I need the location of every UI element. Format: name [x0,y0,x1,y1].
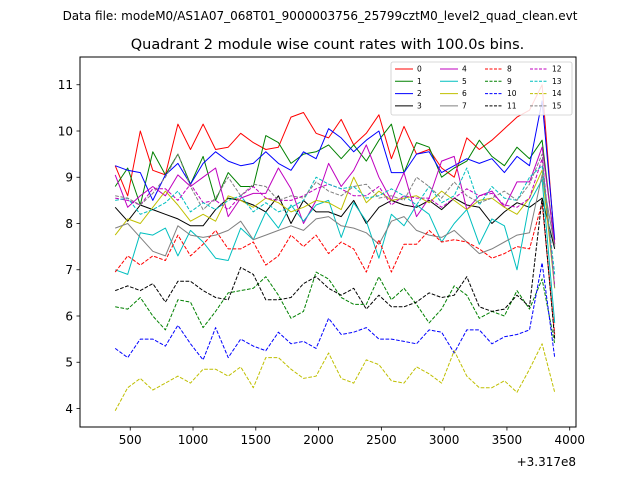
series-layer [114,84,556,412]
series-line-15 [115,153,556,289]
x-tick-label: 500 [119,433,142,447]
y-tick-label: 6 [65,309,73,323]
axes-background [80,57,576,427]
series-line-3 [114,195,556,250]
legend-label-15: 15 [552,102,562,111]
series-line-1 [114,123,556,247]
series-line-7 [115,174,556,257]
x-tick-label: 3500 [492,433,523,447]
legend-label-7: 7 [462,102,467,111]
x-tick-label: 2500 [366,433,397,447]
series-line-9 [115,271,556,344]
legend-label-8: 8 [507,65,512,74]
legend-label-9: 9 [507,77,512,86]
legend-label-3: 3 [417,102,422,111]
x-tick-label: 1500 [241,433,272,447]
legend-label-6: 6 [462,89,467,98]
legend-label-5: 5 [462,77,467,86]
series-line-0 [114,84,556,245]
y-tick-label: 4 [65,402,73,416]
plot-area [79,56,577,428]
legend-frame [390,61,573,116]
y-tick-label: 11 [58,78,73,92]
legend-label-14: 14 [552,89,562,98]
legend-label-10: 10 [507,89,517,98]
y-tick-label: 10 [58,124,73,138]
x-tick-label: 2000 [303,433,334,447]
x-axis: 500 1000 1500 2000 2500 3000 3500 4000 [119,427,585,447]
legend-label-12: 12 [552,65,562,74]
x-tick-label: 4000 [554,433,585,447]
legend-label-13: 13 [552,77,562,86]
legend-label-1: 1 [417,77,422,86]
series-line-14 [114,343,556,412]
x-axis-offset-label: +3.317e8 [517,455,576,469]
chart-title: Quadrant 2 module wise count rates with … [131,37,525,53]
y-tick-label: 9 [65,171,73,185]
series-line-8 [114,202,556,335]
series-line-10 [114,262,556,361]
x-tick-label: 1000 [178,433,209,447]
legend-label-4: 4 [462,65,467,74]
legend-label-11: 11 [507,102,517,111]
axes-frame [79,56,577,428]
suptitle: Data file: modeM0/AS1A07_068T01_90000037… [63,9,578,23]
x-tick-label: 3000 [429,433,460,447]
legend-label-0: 0 [417,65,422,74]
legend-label-2: 2 [417,89,422,98]
y-axis: 4 5 6 7 8 9 10 11 [58,78,80,416]
series-line-5 [115,179,556,323]
y-tick-label: 5 [65,356,73,370]
y-tick-label: 8 [65,217,73,231]
series-line-11 [115,197,556,340]
y-tick-label: 7 [65,263,73,277]
series-line-6 [114,169,556,289]
